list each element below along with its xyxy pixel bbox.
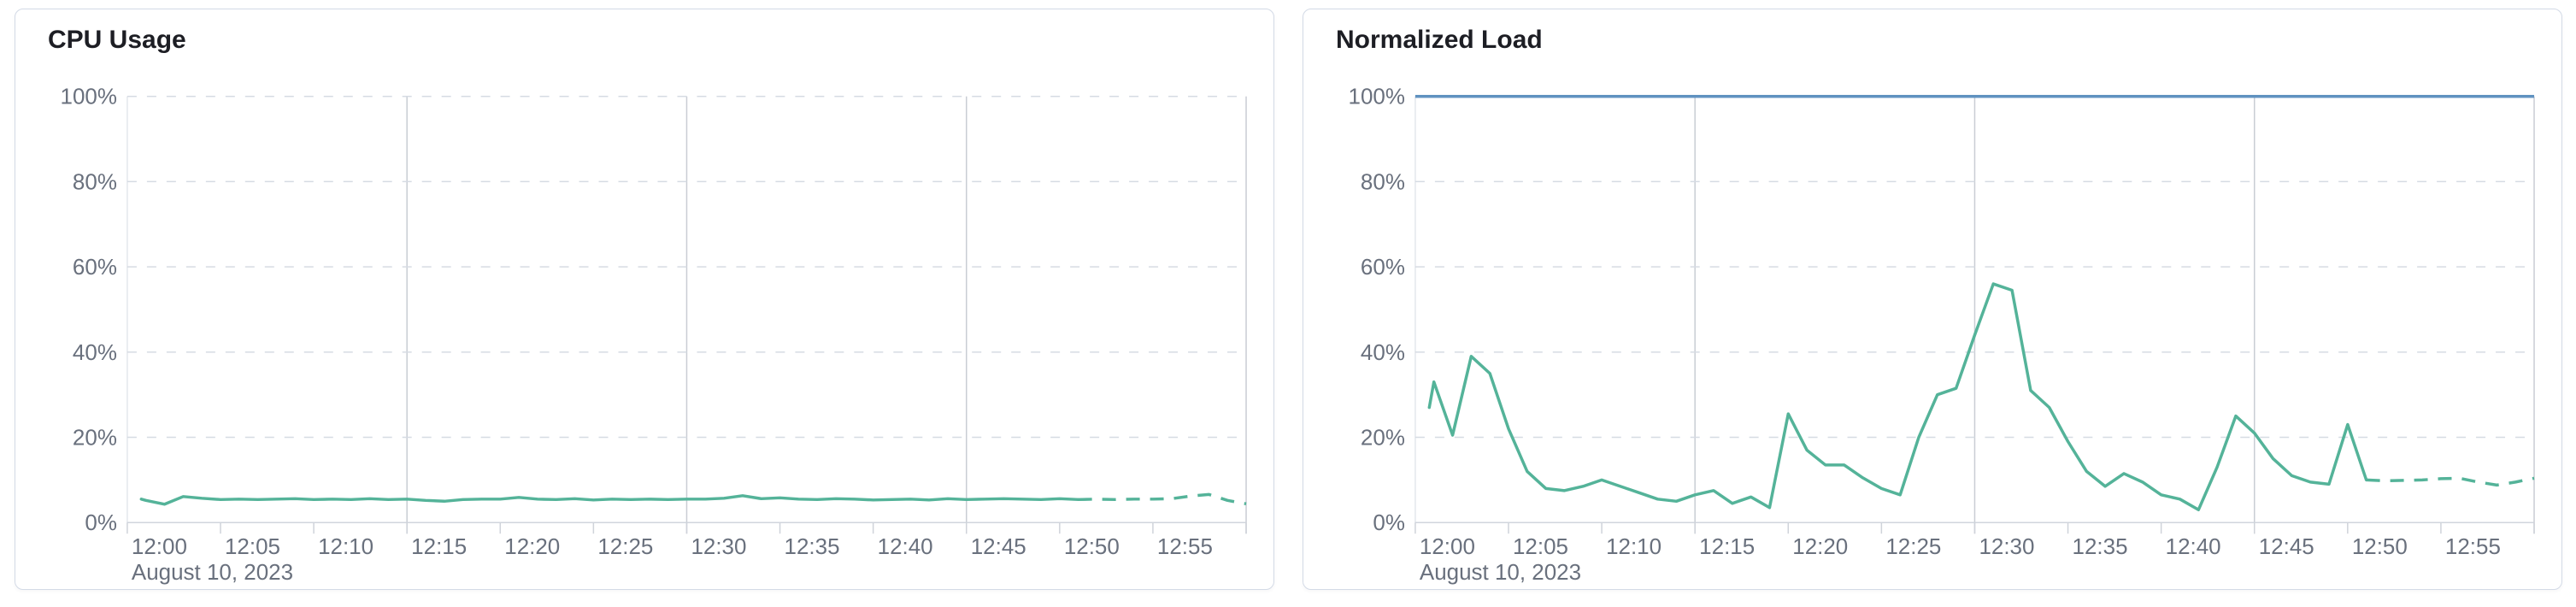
y-axis-label: 40% xyxy=(1361,341,1405,365)
x-axis-label: 12:15 xyxy=(411,535,467,559)
y-axis-label: 60% xyxy=(73,256,117,280)
y-axis-label: 40% xyxy=(73,341,117,365)
x-axis-date-label: August 10, 2023 xyxy=(132,561,293,585)
x-axis-label: 12:40 xyxy=(878,535,933,559)
normalized-load-chart-canvas[interactable]: 0% 20% 40% 60% 80% 100% 12:00 12:05 12:10 12:15 12… xyxy=(1303,9,2561,589)
x-axis-label: 12:50 xyxy=(1064,535,1120,559)
x-axis-label: 12:05 xyxy=(1513,535,1568,559)
x-axis-label: 12:30 xyxy=(691,535,746,559)
x-axis-label: 12:10 xyxy=(318,535,373,559)
cpu-usage-panel: CPU Usage 0% 20% 40% 60% 80% 100% 12:00 12:05 12… xyxy=(15,9,1274,590)
y-axis-label: 80% xyxy=(1361,170,1405,194)
y-axis-label: 20% xyxy=(1361,427,1405,451)
y-axis-label: 100% xyxy=(1349,85,1405,109)
x-axis-label: 12:00 xyxy=(1420,535,1475,559)
series-line-dashed xyxy=(1078,492,1247,506)
x-axis-label: 12:10 xyxy=(1606,535,1661,559)
cpu-usage-chart-canvas[interactable]: 0% 20% 40% 60% 80% 100% 12:00 12:05 12:10 12:15 12… xyxy=(15,9,1273,589)
x-axis-label: 12:15 xyxy=(1699,535,1755,559)
x-axis-label: 12:20 xyxy=(504,535,560,559)
x-axis-date-label: August 10, 2023 xyxy=(1420,561,1581,585)
y-axis-label: 20% xyxy=(73,427,117,451)
y-axis-label: 100% xyxy=(61,85,117,109)
y-axis-label: 60% xyxy=(1361,256,1405,280)
y-axis-label: 80% xyxy=(73,170,117,194)
x-axis-label: 12:45 xyxy=(2259,535,2314,559)
x-axis-label: 12:00 xyxy=(132,535,187,559)
series-line-solid xyxy=(1427,282,2368,512)
series-line-dashed xyxy=(2366,476,2535,487)
x-axis-label: 12:35 xyxy=(785,535,840,559)
chart-title: Normalized Load xyxy=(1336,26,1543,54)
y-axis-label: 0% xyxy=(85,511,117,535)
y-axis-label: 0% xyxy=(1373,511,1405,535)
normalized-load-panel: Normalized Load 0% 20% 40% 60% 80% 100% 12:00 1… xyxy=(1303,9,2562,590)
x-axis-label: 12:55 xyxy=(1157,535,1213,559)
x-axis-label: 12:45 xyxy=(971,535,1026,559)
x-axis-label: 12:30 xyxy=(1979,535,2034,559)
x-axis-label: 12:35 xyxy=(2073,535,2128,559)
x-axis-label: 12:25 xyxy=(1885,535,1941,559)
x-axis-label: 12:40 xyxy=(2166,535,2221,559)
chart-title: CPU Usage xyxy=(48,26,186,54)
x-axis-label: 12:55 xyxy=(2445,535,2501,559)
x-axis-label: 12:05 xyxy=(225,535,280,559)
x-axis-label: 12:25 xyxy=(597,535,653,559)
series-line-solid xyxy=(139,494,1080,506)
x-axis-label: 12:20 xyxy=(1792,535,1848,559)
x-axis-label: 12:50 xyxy=(2352,535,2408,559)
